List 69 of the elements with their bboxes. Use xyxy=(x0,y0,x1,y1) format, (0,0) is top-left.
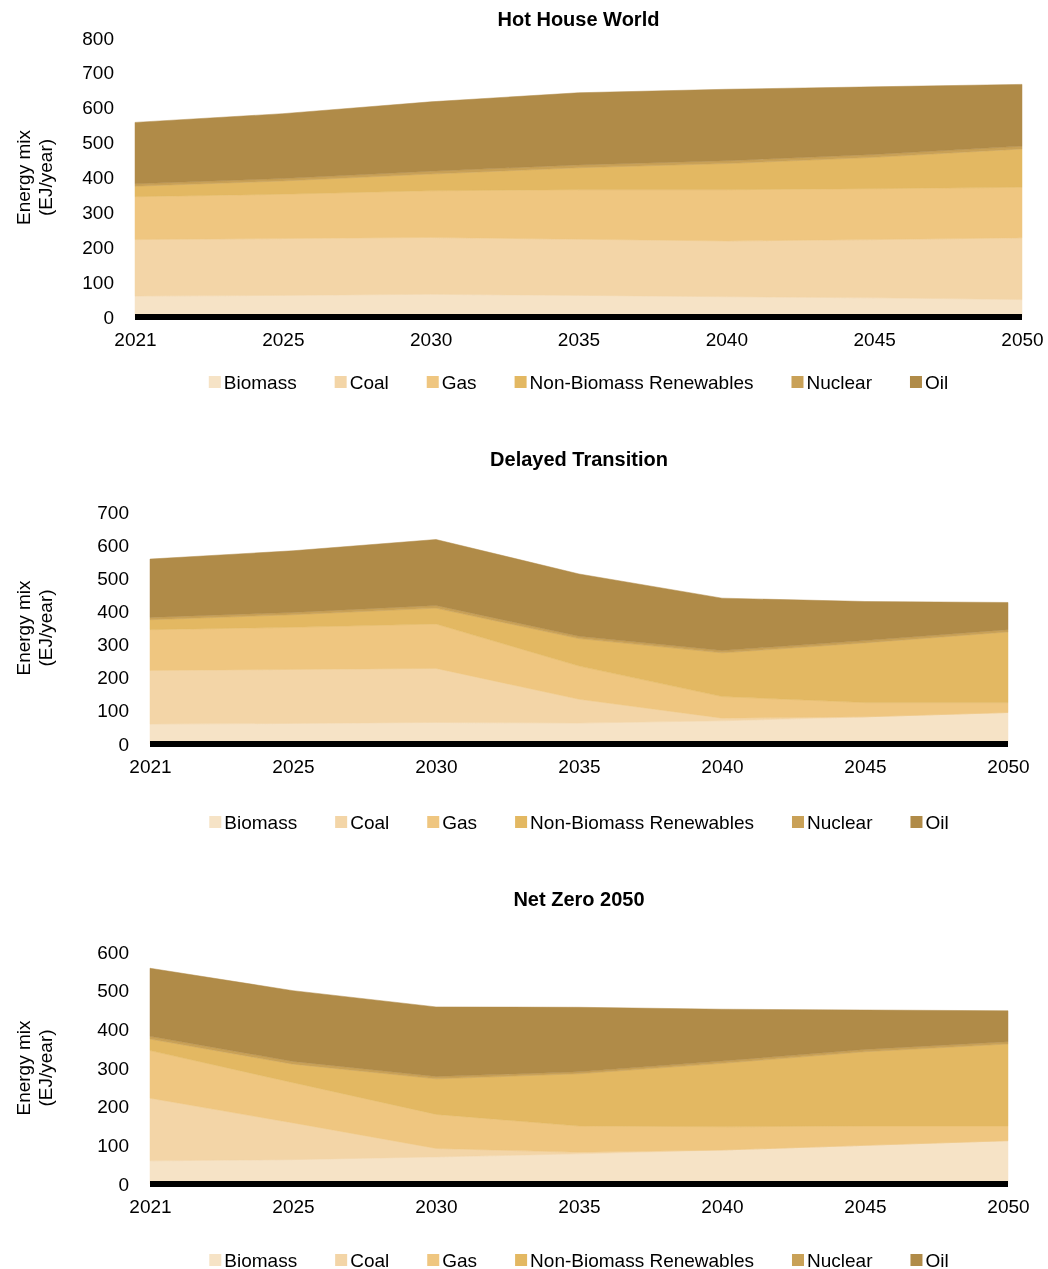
y-tick-label: 300 xyxy=(82,201,114,223)
y-axis-title: Energy mix (EJ/year) xyxy=(13,129,56,226)
y-tick-label: 200 xyxy=(97,667,129,689)
y-tick-label: 700 xyxy=(97,501,129,523)
y-axis-title: Energy mix (EJ/year) xyxy=(13,579,56,676)
x-tick-label: 2050 xyxy=(1001,328,1044,350)
chart-title: Delayed Transition xyxy=(490,448,668,470)
x-tick-label: 2021 xyxy=(129,1195,172,1217)
x-tick-label: 2040 xyxy=(705,328,748,350)
x-tick-label: 2025 xyxy=(272,1195,315,1217)
legend-label: Gas xyxy=(442,1250,478,1269)
y-tick-label: 100 xyxy=(97,1134,129,1156)
y-tick-label: 0 xyxy=(118,733,129,755)
legend-label: Coal xyxy=(349,372,389,393)
legend-label: Oil xyxy=(925,1250,949,1269)
y-tick-label: 200 xyxy=(82,236,114,258)
x-tick-label: 2021 xyxy=(129,755,172,777)
x-tick-label: 2030 xyxy=(415,755,458,777)
chart-title: Net Zero 2050 xyxy=(513,888,645,910)
x-tick-label: 2035 xyxy=(557,328,601,350)
x-tick-label: 2050 xyxy=(987,1195,1030,1217)
legend-label: Biomass xyxy=(223,372,297,393)
y-tick-label: 400 xyxy=(82,167,114,189)
y-tick-label: 0 xyxy=(103,306,114,328)
y-tick-label: 400 xyxy=(97,601,129,623)
legend-label: Coal xyxy=(350,812,390,833)
y-tick-label: 200 xyxy=(97,1096,129,1118)
y-tick-label: 400 xyxy=(97,1018,129,1040)
legend-label: Gas xyxy=(441,372,477,393)
y-tick-label: 600 xyxy=(97,534,129,556)
legend-label: Non-Biomass Renewables xyxy=(529,372,754,393)
chart-title: Hot House World xyxy=(497,8,660,30)
y-tick-label: 800 xyxy=(82,27,114,49)
legend-label: Nuclear xyxy=(806,372,873,393)
y-tick-label: 600 xyxy=(97,941,129,963)
y-tick-label: 600 xyxy=(82,97,114,119)
legend-label: Gas xyxy=(442,812,478,833)
x-tick-label: 2021 xyxy=(114,328,157,350)
x-tick-label: 2025 xyxy=(272,755,315,777)
x-tick-label: 2030 xyxy=(415,1195,458,1217)
x-tick-label: 2040 xyxy=(701,1195,744,1217)
y-tick-label: 700 xyxy=(82,62,114,84)
y-tick-label: 100 xyxy=(97,700,129,722)
x-tick-label: 2035 xyxy=(558,755,601,777)
y-tick-label: 500 xyxy=(97,567,129,589)
legend-label: Oil xyxy=(924,372,949,393)
legend-label: Oil xyxy=(925,812,949,833)
legend-label: Non-Biomass Renewables xyxy=(530,812,754,833)
y-tick-label: 300 xyxy=(97,1057,129,1079)
legend-label: Coal xyxy=(350,1250,390,1269)
x-tick-label: 2030 xyxy=(410,328,453,350)
y-tick-label: 100 xyxy=(82,271,114,293)
x-tick-label: 2040 xyxy=(701,755,744,777)
y-tick-label: 500 xyxy=(97,980,129,1002)
y-tick-label: 0 xyxy=(118,1173,129,1195)
x-tick-label: 2045 xyxy=(853,328,896,350)
x-tick-label: 2045 xyxy=(844,1195,887,1217)
legend-label: Biomass xyxy=(224,1250,298,1269)
y-tick-label: 300 xyxy=(97,634,129,656)
y-axis-title: Energy mix (EJ/year) xyxy=(13,1019,56,1116)
x-tick-label: 2045 xyxy=(844,755,887,777)
y-tick-label: 500 xyxy=(82,132,114,154)
legend-label: Biomass xyxy=(224,812,298,833)
x-tick-label: 2035 xyxy=(558,1195,601,1217)
legend-label: Nuclear xyxy=(806,1250,874,1269)
x-tick-label: 2025 xyxy=(262,328,305,350)
legend-label: Nuclear xyxy=(806,812,874,833)
legend-label: Non-Biomass Renewables xyxy=(530,1250,754,1269)
x-tick-label: 2050 xyxy=(987,755,1030,777)
